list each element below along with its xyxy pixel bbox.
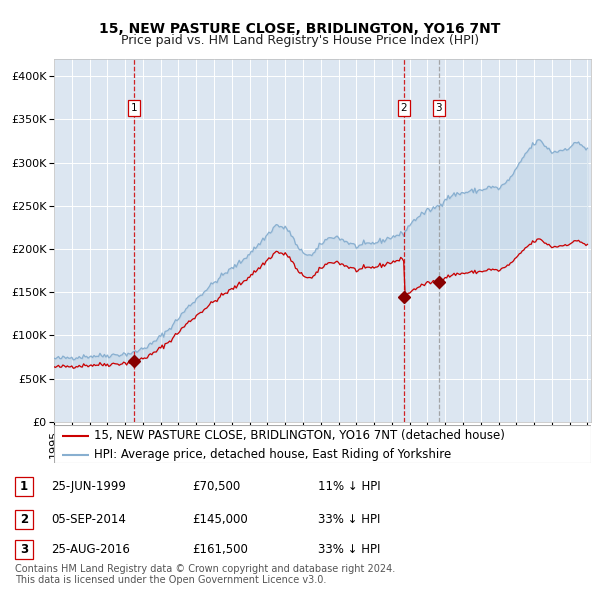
Text: 2: 2 xyxy=(20,513,28,526)
Text: 1: 1 xyxy=(20,480,28,493)
Text: 25-AUG-2016: 25-AUG-2016 xyxy=(51,543,130,556)
Text: 3: 3 xyxy=(436,103,442,113)
Text: 05-SEP-2014: 05-SEP-2014 xyxy=(51,513,126,526)
Text: 15, NEW PASTURE CLOSE, BRIDLINGTON, YO16 7NT (detached house): 15, NEW PASTURE CLOSE, BRIDLINGTON, YO16… xyxy=(94,429,505,442)
Text: Price paid vs. HM Land Registry's House Price Index (HPI): Price paid vs. HM Land Registry's House … xyxy=(121,34,479,47)
Text: 1: 1 xyxy=(130,103,137,113)
Text: 3: 3 xyxy=(20,543,28,556)
Text: 25-JUN-1999: 25-JUN-1999 xyxy=(51,480,126,493)
Text: £145,000: £145,000 xyxy=(192,513,248,526)
Text: Contains HM Land Registry data © Crown copyright and database right 2024.
This d: Contains HM Land Registry data © Crown c… xyxy=(15,563,395,585)
Text: 33% ↓ HPI: 33% ↓ HPI xyxy=(318,513,380,526)
Text: 2: 2 xyxy=(400,103,407,113)
Text: 11% ↓ HPI: 11% ↓ HPI xyxy=(318,480,380,493)
Text: £161,500: £161,500 xyxy=(192,543,248,556)
Text: £70,500: £70,500 xyxy=(192,480,240,493)
Text: HPI: Average price, detached house, East Riding of Yorkshire: HPI: Average price, detached house, East… xyxy=(94,448,452,461)
Text: 15, NEW PASTURE CLOSE, BRIDLINGTON, YO16 7NT: 15, NEW PASTURE CLOSE, BRIDLINGTON, YO16… xyxy=(100,22,500,37)
Text: 33% ↓ HPI: 33% ↓ HPI xyxy=(318,543,380,556)
